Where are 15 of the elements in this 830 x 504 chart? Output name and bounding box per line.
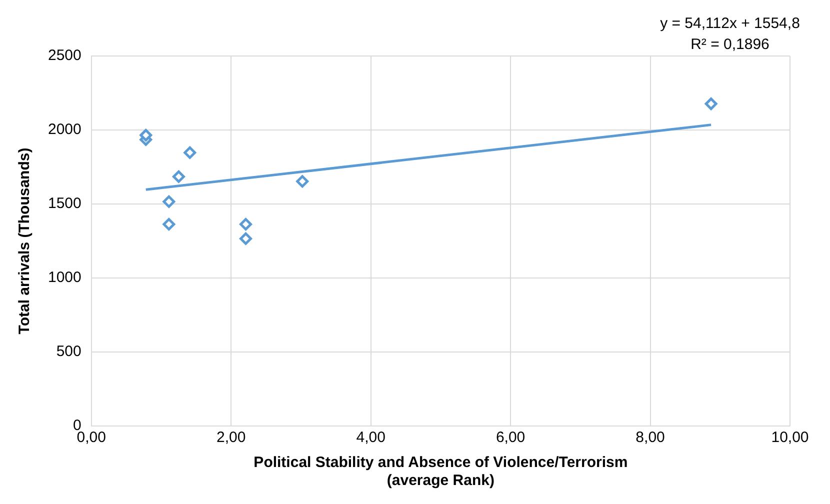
y-tick-label: 2500 [48,47,82,64]
y-axis-title: Total arrivals (Thousands) [16,148,34,334]
x-tick-label: 10,00 [771,429,809,446]
x-tick-label: 2,00 [216,429,246,446]
x-axis-title: Political Stability and Absence of Violence/Terrorism (average Rank) [254,454,628,490]
y-tick-label: 1000 [48,269,82,286]
text: R² = 0,1896 [690,36,770,54]
x-tick-label: 8,00 [636,429,665,446]
y-tick-label: 2000 [48,121,82,138]
x-tick-label: 0,00 [76,429,106,446]
x-tick-label: 4,00 [356,429,386,446]
y-tick-label: 500 [56,343,82,360]
text: y = 54,112x + 1554,8 [660,15,800,32]
x-tick-label: 6,00 [496,429,526,446]
y-tick-label: 1500 [48,195,82,212]
